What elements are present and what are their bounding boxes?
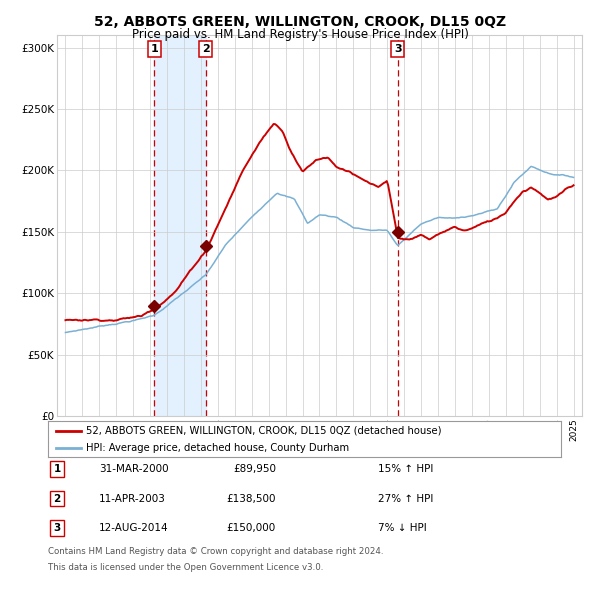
Text: HPI: Average price, detached house, County Durham: HPI: Average price, detached house, Coun… xyxy=(86,443,350,453)
Text: £150,000: £150,000 xyxy=(227,523,276,533)
Text: £89,950: £89,950 xyxy=(233,464,276,474)
Text: £138,500: £138,500 xyxy=(227,494,276,503)
Text: 31-MAR-2000: 31-MAR-2000 xyxy=(99,464,169,474)
Text: 52, ABBOTS GREEN, WILLINGTON, CROOK, DL15 0QZ: 52, ABBOTS GREEN, WILLINGTON, CROOK, DL1… xyxy=(94,15,506,29)
Bar xyxy=(154,35,206,416)
Text: 52, ABBOTS GREEN, WILLINGTON, CROOK, DL15 0QZ (detached house): 52, ABBOTS GREEN, WILLINGTON, CROOK, DL1… xyxy=(86,426,442,436)
Text: This data is licensed under the Open Government Licence v3.0.: This data is licensed under the Open Gov… xyxy=(48,563,323,572)
Text: 2: 2 xyxy=(53,494,61,503)
Text: 7% ↓ HPI: 7% ↓ HPI xyxy=(378,523,427,533)
Text: Contains HM Land Registry data © Crown copyright and database right 2024.: Contains HM Land Registry data © Crown c… xyxy=(48,547,383,556)
Text: Price paid vs. HM Land Registry's House Price Index (HPI): Price paid vs. HM Land Registry's House … xyxy=(131,28,469,41)
Text: 3: 3 xyxy=(53,523,61,533)
Text: 27% ↑ HPI: 27% ↑ HPI xyxy=(378,494,433,503)
Text: 1: 1 xyxy=(151,44,158,54)
Text: 11-APR-2003: 11-APR-2003 xyxy=(99,494,166,503)
Text: 12-AUG-2014: 12-AUG-2014 xyxy=(99,523,169,533)
Text: 2: 2 xyxy=(202,44,209,54)
Text: 15% ↑ HPI: 15% ↑ HPI xyxy=(378,464,433,474)
Text: 3: 3 xyxy=(394,44,401,54)
Text: 1: 1 xyxy=(53,464,61,474)
